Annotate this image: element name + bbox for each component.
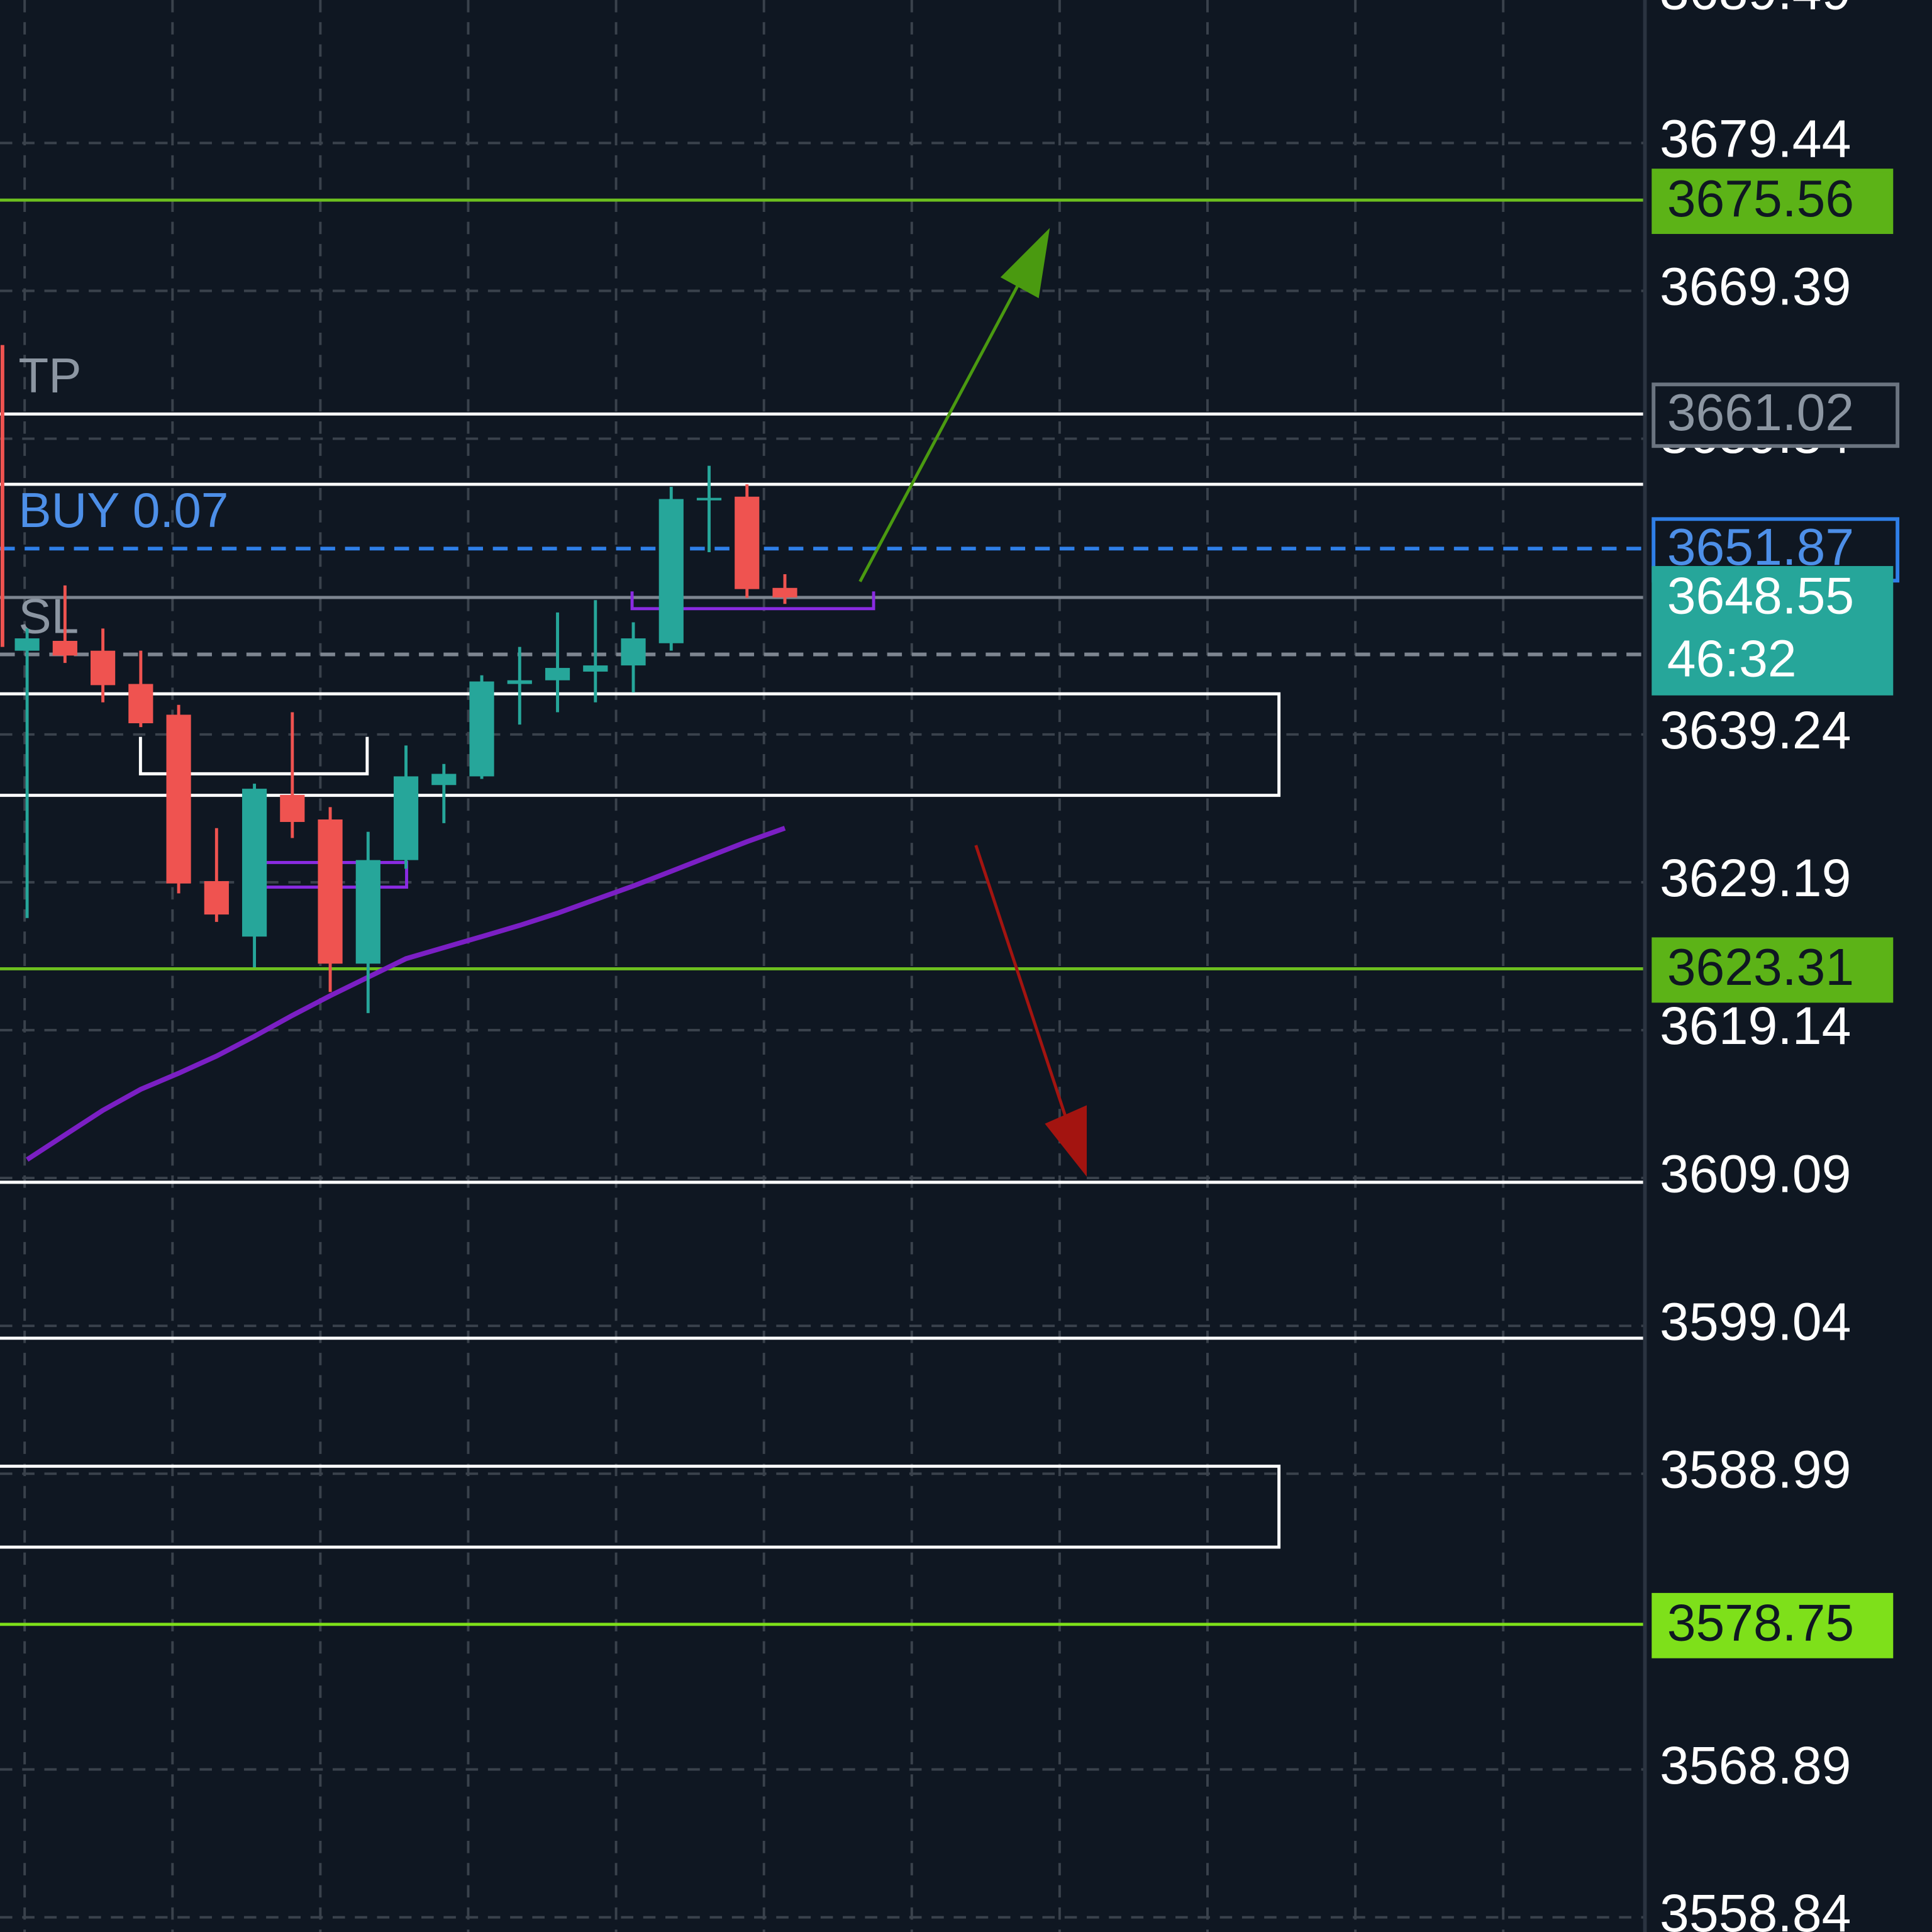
candle-body xyxy=(166,714,191,884)
candle-body xyxy=(204,881,229,915)
candle-body xyxy=(469,681,494,777)
candle-body xyxy=(318,819,343,964)
arrow-down-head xyxy=(1045,1105,1087,1177)
gap-box xyxy=(630,591,875,611)
arrow-down-shaft xyxy=(974,845,1069,1122)
candle-body xyxy=(280,794,305,822)
price-box xyxy=(1652,382,1900,448)
zone xyxy=(0,692,1281,797)
candle-body xyxy=(545,668,570,680)
candle-body xyxy=(393,776,419,860)
y-tick-label: 3609.09 xyxy=(1660,1144,1852,1203)
price-box xyxy=(1652,169,1894,235)
candle-body xyxy=(658,499,684,643)
zones-layer xyxy=(0,692,1281,1549)
candle-body xyxy=(696,497,722,501)
y-tick-label: 3639.24 xyxy=(1660,701,1852,760)
price-box-label: 3661.02 xyxy=(1667,384,1854,441)
price-box-label: 3623.31 xyxy=(1667,939,1854,996)
candle-body xyxy=(355,860,380,964)
candles-layer xyxy=(14,465,797,1013)
boxes-layer: 3675.563661.023651.873648.5546:323623.31… xyxy=(1652,169,1900,1658)
grid-layer xyxy=(0,142,1645,1919)
candle-body xyxy=(128,684,153,724)
candle-body xyxy=(735,496,760,589)
ma-layer xyxy=(25,826,786,1162)
candle-body xyxy=(242,789,267,937)
candle-body xyxy=(431,774,457,786)
arrow-up-shaft xyxy=(858,280,1022,582)
candle-body xyxy=(583,665,608,672)
zone xyxy=(0,1464,1281,1549)
candle-body xyxy=(621,638,646,666)
y-tick-label: 3669.39 xyxy=(1660,257,1852,316)
order-label: BUY 0.07 xyxy=(18,482,228,538)
price-box-label: 3578.75 xyxy=(1667,1595,1854,1652)
y-tick-label: 3558.84 xyxy=(1660,1884,1852,1932)
price-box xyxy=(1652,1592,1894,1658)
price-box xyxy=(1652,566,1894,696)
candle-body xyxy=(52,641,77,656)
candle-body xyxy=(772,587,797,597)
y-tick-label: 3588.99 xyxy=(1660,1440,1852,1499)
vertical-grid xyxy=(23,0,1505,1932)
candle-body xyxy=(91,650,116,686)
price-box-label: 3675.56 xyxy=(1667,170,1854,228)
order-label: TP xyxy=(18,348,81,403)
bracket xyxy=(138,736,369,775)
y-tick-label: 3679.44 xyxy=(1660,109,1852,169)
arrows xyxy=(858,228,1087,1177)
price-box xyxy=(1652,937,1894,1003)
y-tick-label: 3689.49 xyxy=(1660,0,1852,21)
y-tick-label: 3629.19 xyxy=(1660,848,1852,908)
moving-average xyxy=(25,826,786,1162)
price-box-label: 3648.55 xyxy=(1667,568,1854,625)
y-tick-label: 3619.14 xyxy=(1660,996,1852,1055)
candle-body xyxy=(507,680,532,684)
y-tick-label: 3599.04 xyxy=(1660,1292,1852,1351)
countdown: 46:32 xyxy=(1667,631,1797,688)
y-tick-label: 3568.89 xyxy=(1660,1736,1852,1795)
arrow-up-head xyxy=(1000,228,1050,299)
candle-body xyxy=(14,638,40,651)
